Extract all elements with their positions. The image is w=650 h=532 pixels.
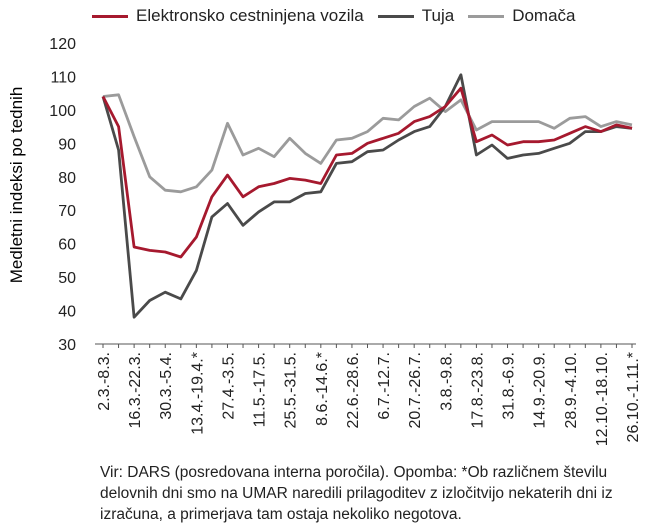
x-tick-label: 26.10.-1.11.* bbox=[625, 352, 642, 442]
legend-swatch-tuja bbox=[377, 14, 414, 18]
series-lines bbox=[101, 73, 633, 319]
y-tick-label: 90 bbox=[58, 136, 76, 153]
y-tick-label: 60 bbox=[58, 237, 76, 254]
chart-legend: Elektronsko cestninjena vozila Tuja Doma… bbox=[92, 4, 576, 28]
y-tick-label: 50 bbox=[58, 270, 76, 287]
x-tick-label: 12.10.-18.10. bbox=[594, 352, 611, 446]
x-tick-label: 13.4.-19.4.* bbox=[189, 352, 206, 435]
source-note: Vir: DARS (posredovana interna poročila)… bbox=[100, 464, 613, 523]
y-axis-ticks: 30 40 50 60 70 80 90 100 110 120 bbox=[49, 36, 76, 354]
x-tick-label: 28.9.-4.10. bbox=[563, 352, 580, 429]
x-tick-label: 16.3.-22.3. bbox=[127, 352, 144, 429]
series-line-2 bbox=[102, 93, 633, 194]
legend-label-domaca: Domača bbox=[512, 6, 576, 25]
legend-swatch-elektronsko bbox=[92, 14, 128, 18]
legend-label-tuja: Tuja bbox=[421, 6, 455, 25]
legend-label-elektronsko: Elektronsko cestninjena vozila bbox=[136, 6, 364, 25]
x-tick-label: 17.8.-23.8. bbox=[469, 352, 486, 429]
series-line-0 bbox=[101, 86, 633, 259]
y-axis-label: Medletni indeksi po tednih bbox=[7, 87, 26, 284]
x-tick-label: 2.3.-8.3. bbox=[96, 352, 113, 411]
y-tick-label: 110 bbox=[50, 69, 76, 86]
x-axis-ticks: 2.3.-8.3. 16.3.-22.3. 30.3.-5.4. 13.4.-19.4… bbox=[96, 344, 642, 446]
x-tick-label: 14.9.-20.9. bbox=[532, 352, 549, 429]
x-tick-label: 11.5.-17.5. bbox=[252, 352, 269, 427]
y-tick-label: 80 bbox=[58, 170, 76, 187]
x-tick-label: 25.5.-31.5. bbox=[283, 352, 300, 429]
series-line-1 bbox=[101, 73, 633, 319]
y-tick-label: 30 bbox=[58, 337, 76, 354]
y-tick-label: 120 bbox=[49, 36, 76, 53]
x-tick-label: 6.7.-12.7. bbox=[376, 352, 393, 420]
x-tick-label: 27.4.-3.5. bbox=[220, 352, 237, 420]
x-tick-label: 3.8.-9.8. bbox=[438, 352, 455, 411]
legend-item-elektronsko: Elektronsko cestninjena vozila bbox=[92, 6, 364, 26]
line-chart: Medletni indeksi po tednih 30 40 50 60 70 80 9… bbox=[7, 36, 642, 446]
y-tick-label: 100 bbox=[49, 103, 76, 120]
x-tick-label: 22.6.-28.6. bbox=[345, 352, 362, 429]
y-tick-label: 70 bbox=[58, 203, 76, 220]
x-tick-label: 30.3.-5.4. bbox=[158, 352, 175, 420]
legend-item-tuja: Tuja bbox=[377, 6, 455, 26]
legend-swatch-domaca bbox=[468, 14, 505, 18]
y-tick-label: 40 bbox=[58, 304, 76, 321]
legend-item-domaca: Domača bbox=[468, 6, 576, 26]
x-tick-label: 8.6.-14.6.* bbox=[314, 352, 331, 426]
x-tick-label: 31.8.-6.9. bbox=[501, 352, 518, 420]
x-tick-label: 20.7.-26.7. bbox=[407, 352, 424, 429]
